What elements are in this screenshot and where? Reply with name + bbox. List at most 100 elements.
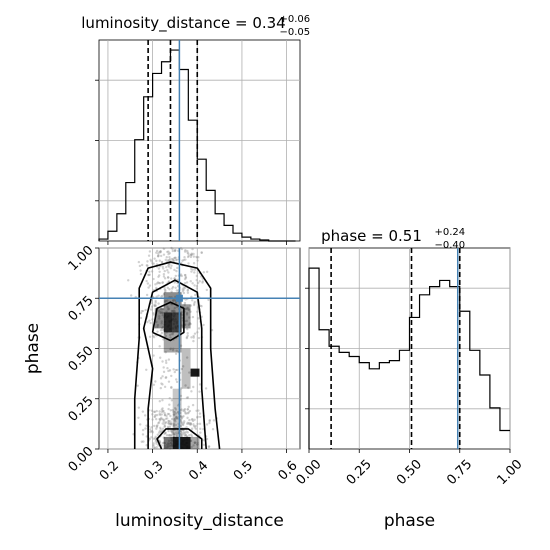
sample-point [159, 427, 162, 431]
sample-point [152, 410, 156, 413]
sample-point [186, 288, 190, 291]
sample-point [182, 288, 185, 291]
sample-point [159, 377, 163, 380]
sample-point [192, 339, 195, 343]
sample-point [186, 412, 190, 415]
sample-point [159, 329, 163, 332]
sample-point [148, 284, 152, 287]
sample-point [175, 289, 179, 292]
sample-point [161, 325, 165, 329]
contour-middle [142, 279, 207, 450]
sample-point [153, 424, 156, 428]
contour-bottom [156, 428, 203, 450]
sample-point [172, 309, 176, 312]
sample-point [171, 408, 174, 412]
sample-point [181, 313, 184, 317]
sample-point [150, 426, 153, 429]
sample-point [158, 281, 162, 285]
sample-point [181, 289, 185, 293]
sample-point [152, 336, 156, 339]
sample-point [158, 400, 162, 403]
sample-point [151, 430, 154, 433]
sample-point [173, 370, 176, 374]
sample-point [167, 276, 170, 279]
luminosity-distance-histogram [98, 49, 296, 242]
sample-point [198, 422, 202, 426]
sample-point [139, 269, 142, 272]
sample-point [186, 306, 189, 310]
sample-point [185, 426, 188, 429]
sample-point [173, 417, 176, 421]
sample-point [153, 446, 156, 449]
sample-point [170, 246, 173, 250]
sample-point [165, 417, 169, 420]
sample-point [157, 275, 160, 279]
sample-point [159, 254, 163, 258]
sample-point [186, 407, 190, 411]
sample-point [168, 255, 171, 259]
sample-point [184, 273, 187, 277]
sample-point [188, 418, 191, 422]
truth-marker [175, 294, 183, 302]
sample-point [170, 287, 174, 290]
sample-point [184, 433, 187, 437]
sample-point [137, 406, 141, 409]
sample-point [173, 277, 176, 280]
sample-point [159, 250, 162, 253]
sample-point [199, 431, 202, 434]
sample-point [186, 291, 190, 294]
sample-point [154, 283, 157, 286]
sample-point [198, 415, 202, 419]
sample-point [166, 250, 169, 254]
sample-point [147, 254, 151, 257]
sample-point [180, 274, 183, 278]
luminosity-distance-title-lower: −0.05 [280, 27, 311, 38]
sample-point [172, 424, 175, 427]
sample-point [175, 258, 179, 261]
sample-point [146, 282, 150, 285]
sample-point [201, 281, 204, 284]
sample-point [165, 310, 168, 313]
sample-point [199, 427, 202, 431]
sample-point [170, 374, 173, 378]
x-axis-label-phase: phase [384, 511, 435, 531]
sample-point [198, 383, 202, 386]
sample-point [195, 287, 199, 290]
sample-point [196, 415, 199, 418]
sample-point [160, 408, 164, 411]
sample-point [153, 415, 157, 418]
sample-point [144, 427, 147, 430]
density-cell-2 [154, 308, 164, 329]
sample-point [172, 299, 175, 302]
sample-point [196, 443, 199, 446]
luminosity-distance-title-upper: +0.06 [280, 14, 311, 25]
sample-point [208, 419, 211, 422]
sample-point [153, 415, 156, 419]
sample-point [195, 278, 198, 282]
sample-point [167, 280, 171, 283]
sample-point [171, 249, 174, 253]
sample-point [156, 325, 159, 329]
sample-point [157, 421, 160, 425]
sample-point [184, 276, 188, 280]
sample-point [196, 259, 199, 262]
sample-point [167, 434, 171, 437]
sample-point [173, 407, 177, 410]
sample-point [169, 409, 172, 412]
sample-point [167, 259, 171, 262]
sample-point [196, 441, 199, 445]
sample-point [189, 422, 192, 426]
sample-point [152, 383, 156, 386]
sample-point [155, 286, 158, 290]
sample-point [180, 387, 183, 390]
joint-ytick-label-4: 1.00 [66, 243, 97, 274]
sample-point [168, 422, 171, 426]
sample-point [160, 417, 163, 421]
sample-point [158, 417, 161, 421]
sample-point [169, 414, 172, 418]
sample-point [155, 282, 159, 285]
sample-point [167, 263, 171, 266]
sample-point [157, 309, 161, 313]
sample-point [193, 284, 196, 287]
sample-point [172, 299, 175, 302]
